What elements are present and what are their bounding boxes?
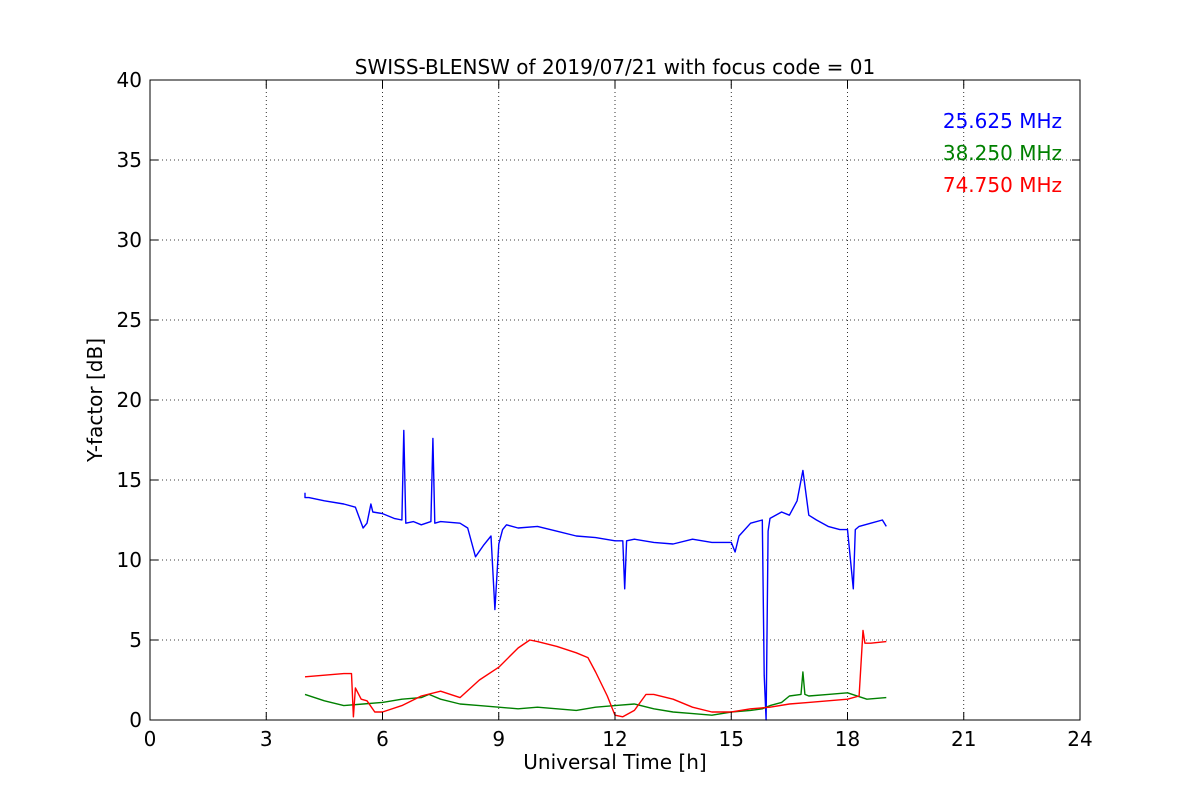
legend-entry-1: 25.625 MHz	[943, 109, 1062, 133]
y-tick-labels: 0 5 10 15 20 25 30 35 40	[117, 68, 142, 732]
legend-entry-3: 74.750 MHz	[943, 173, 1062, 197]
y-tick-label: 25	[117, 308, 142, 332]
y-tick-label: 5	[129, 628, 142, 652]
series-line-2	[304, 671, 887, 716]
x-tick-label: 24	[1067, 727, 1092, 751]
y-axis-label: Y-factor [dB]	[83, 338, 107, 463]
x-tick-label: 15	[719, 727, 744, 751]
series-line-1	[304, 429, 887, 721]
y-tick-label: 10	[117, 548, 142, 572]
y-tick-label: 30	[117, 228, 142, 252]
x-tick-label: 21	[951, 727, 976, 751]
x-tick-label: 6	[376, 727, 389, 751]
x-tick-label: 3	[260, 727, 273, 751]
x-axis-label: Universal Time [h]	[523, 750, 706, 774]
x-tick-label: 9	[492, 727, 505, 751]
y-tick-label: 35	[117, 148, 142, 172]
x-tick-label: 0	[144, 727, 157, 751]
legend-entry-2: 38.250 MHz	[943, 141, 1062, 165]
y-tick-label: 40	[117, 68, 142, 92]
chart-title: SWISS-BLENSW of 2019/07/21 with focus co…	[355, 55, 876, 79]
x-tick-label: 12	[602, 727, 627, 751]
y-tick-label: 15	[117, 468, 142, 492]
series-line-3	[304, 629, 887, 718]
x-tick-label: 18	[835, 727, 860, 751]
series-lines	[304, 429, 887, 721]
x-tick-labels: 0 3 6 9 12 15 18 21 24	[144, 727, 1093, 751]
y-tick-label: 20	[117, 388, 142, 412]
grid	[150, 80, 1080, 720]
legend: 25.625 MHz 38.250 MHz 74.750 MHz	[943, 109, 1062, 197]
y-tick-label: 0	[129, 708, 142, 732]
ticks	[149, 79, 1081, 721]
